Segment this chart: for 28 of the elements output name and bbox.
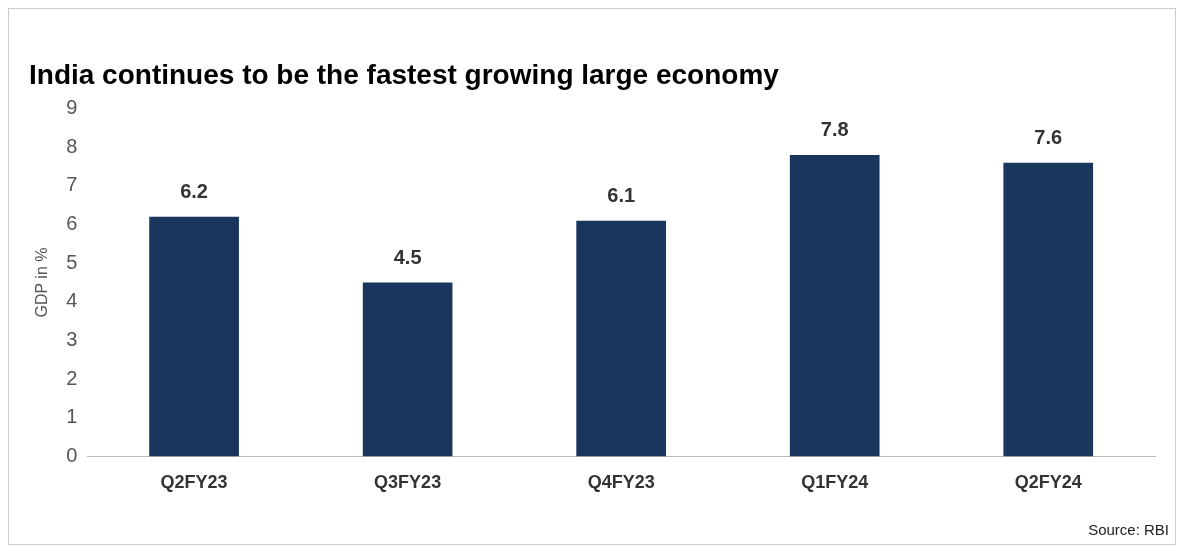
y-tick-label: 4 bbox=[66, 289, 78, 312]
data-label: 7.6 bbox=[1034, 126, 1063, 149]
bar bbox=[362, 282, 453, 457]
y-tick-label: 7 bbox=[66, 173, 78, 196]
x-tick-label: Q2FY23 bbox=[160, 472, 228, 493]
y-tick-label: 6 bbox=[66, 212, 78, 235]
source-note: Source: RBI bbox=[1088, 520, 1169, 538]
x-tick-label: Q2FY24 bbox=[1014, 472, 1082, 493]
bar bbox=[576, 220, 666, 457]
bar bbox=[1003, 162, 1094, 457]
data-label: 7.8 bbox=[820, 118, 849, 141]
x-tick-label: Q3FY23 bbox=[374, 472, 442, 493]
y-tick-label: 8 bbox=[66, 134, 78, 157]
y-tick-label: 9 bbox=[66, 96, 78, 119]
y-tick-label: 3 bbox=[66, 327, 78, 350]
x-tick-label: Q1FY24 bbox=[801, 472, 869, 493]
data-label: 6.1 bbox=[607, 184, 636, 207]
bar bbox=[789, 154, 880, 457]
y-tick-label: 1 bbox=[66, 405, 78, 428]
data-label: 4.5 bbox=[393, 246, 422, 269]
y-tick-label: 5 bbox=[66, 250, 78, 273]
y-axis-title: GDP in % bbox=[33, 247, 51, 318]
chart-title: India continues to be the fastest growing large economy bbox=[29, 58, 780, 90]
y-tick-label: 0 bbox=[66, 443, 78, 466]
bar bbox=[149, 216, 239, 457]
x-tick-label: Q4FY23 bbox=[587, 472, 655, 493]
y-tick-label: 2 bbox=[66, 366, 78, 389]
data-label: 6.2 bbox=[180, 180, 208, 203]
